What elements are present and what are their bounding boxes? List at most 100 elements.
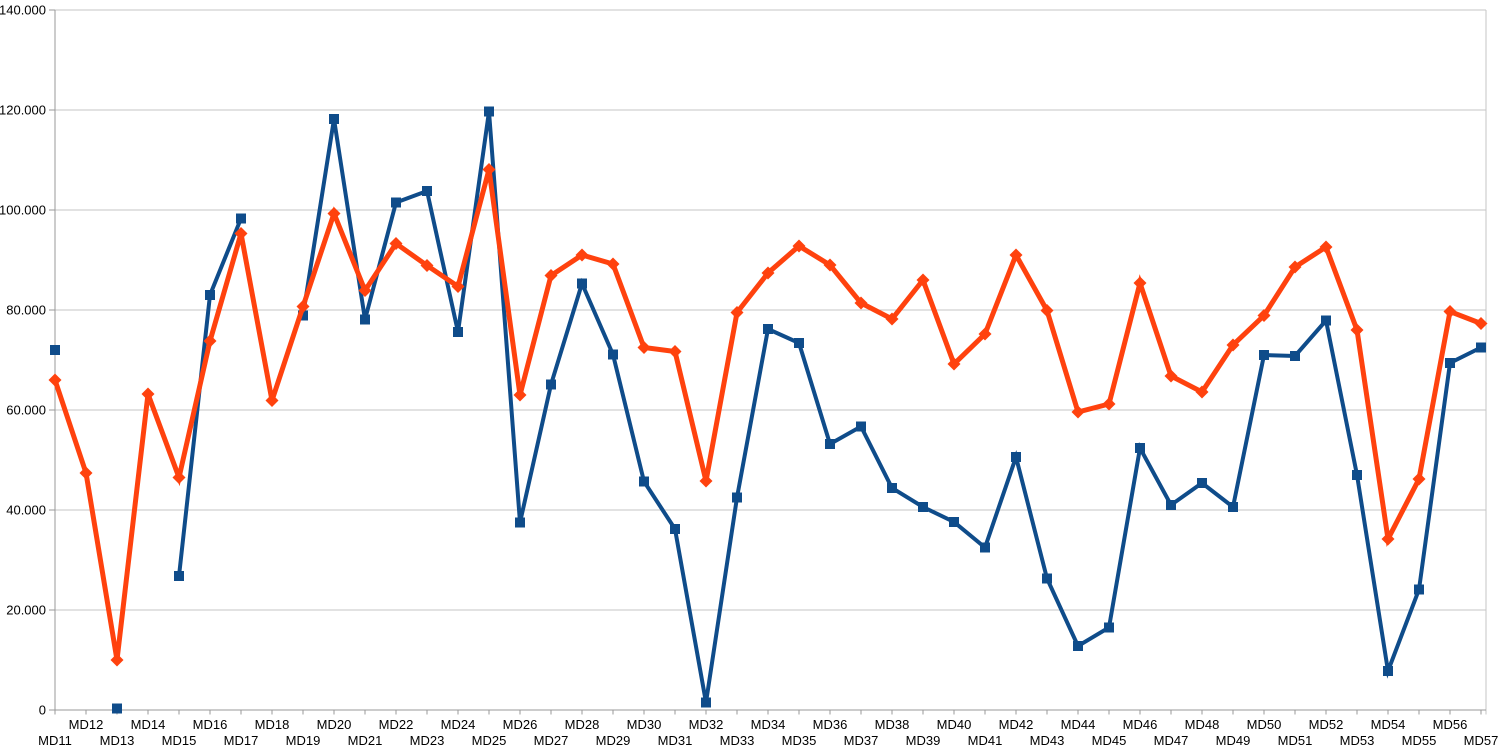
x-axis-category-label: MD52: [1309, 717, 1344, 732]
x-axis-category-label: MD45: [1092, 733, 1127, 748]
series-2-marker: [1195, 385, 1209, 399]
series-2-line-segment: [52, 168, 1482, 661]
series-1-marker: [484, 106, 494, 117]
x-axis-category-label: MD13: [100, 733, 135, 748]
series-1-marker: [856, 421, 866, 432]
series-1-marker: [670, 524, 680, 534]
x-axis-category-label: MD28: [565, 717, 600, 732]
series-2-marker: [668, 345, 682, 358]
x-axis-category-label: MD37: [844, 733, 879, 748]
y-axis-tick-label: 0: [39, 703, 46, 718]
x-axis-category-label: MD40: [937, 717, 972, 732]
x-axis-category-label: MD16: [193, 717, 228, 732]
x-axis-category-label: MD49: [1216, 733, 1251, 748]
x-axis-category-label: MD22: [379, 717, 414, 732]
x-axis-category-label: MD42: [999, 717, 1034, 732]
series-2-marker: [1009, 248, 1023, 262]
x-axis-category-label: MD27: [534, 733, 569, 748]
series-2-marker: [1443, 305, 1457, 318]
series-1-marker: [608, 349, 618, 360]
series-1-marker: [887, 483, 897, 493]
series-1-marker: [1135, 443, 1145, 453]
series-1-marker: [701, 697, 711, 708]
x-axis-category-label: MD17: [224, 733, 259, 748]
x-axis-category-label: MD47: [1154, 733, 1189, 748]
series-1-marker: [1259, 350, 1269, 360]
series-2-marker: [265, 394, 279, 407]
series-2-marker: [234, 227, 248, 240]
series-2-marker: [79, 466, 93, 480]
y-axis-tick-label: 20.000: [6, 603, 46, 618]
series-2-marker: [420, 259, 434, 272]
series-2-marker: [1164, 369, 1178, 383]
series-1-marker: [298, 310, 308, 321]
series-1-marker: [1073, 641, 1083, 651]
series-2-marker: [761, 266, 775, 280]
series-2-marker: [1102, 397, 1116, 411]
x-axis-category-label: MD35: [782, 733, 817, 748]
series-2-marker: [513, 388, 527, 402]
x-axis-category-label: MD54: [1371, 717, 1406, 732]
series-1-marker: [763, 324, 773, 334]
x-axis-category-label: MD50: [1247, 717, 1282, 732]
x-axis-category-label: MD51: [1278, 733, 1313, 748]
series-2-marker: [1226, 338, 1240, 352]
x-axis-category-label: MD39: [906, 733, 941, 748]
series-2-marker: [1381, 532, 1395, 546]
series-1-marker: [205, 290, 215, 300]
series-2-marker: [947, 357, 961, 371]
x-axis-category-label: MD48: [1185, 717, 1220, 732]
series-1-marker: [1197, 478, 1207, 488]
series-2-marker: [730, 306, 744, 319]
series-2-marker: [451, 280, 465, 293]
x-axis-category-label: MD12: [69, 717, 104, 732]
series-2-marker: [544, 269, 558, 282]
x-axis-category-label: MD53: [1340, 733, 1375, 748]
x-axis-category-label: MD20: [317, 717, 352, 732]
series-1-marker: [577, 278, 587, 289]
series-2-marker: [1350, 323, 1364, 337]
series-2-marker: [389, 237, 403, 250]
x-axis-category-label: MD30: [627, 717, 662, 732]
series-2-marker: [1319, 240, 1333, 254]
x-axis-category-label: MD24: [441, 717, 476, 732]
series-2-marker: [854, 296, 868, 310]
series-1-marker: [949, 517, 959, 527]
series-2-marker: [110, 653, 124, 667]
series-1-marker: [1011, 452, 1021, 462]
series-2-marker: [606, 257, 620, 271]
x-axis-category-label: MD19: [286, 733, 321, 748]
x-axis-category-label: MD25: [472, 733, 507, 748]
x-axis-category-label: MD41: [968, 733, 1003, 748]
series-1-marker: [1042, 573, 1052, 584]
x-axis-category-label: MD31: [658, 733, 693, 748]
series-1-marker: [50, 345, 60, 355]
x-axis-category-label: MD26: [503, 717, 538, 732]
series-2-marker: [978, 327, 992, 341]
series-2-marker: [1412, 472, 1426, 486]
x-axis-category-label: MD38: [875, 717, 910, 732]
y-axis-tick-label: 140.000: [0, 3, 46, 18]
series-2-marker: [1288, 260, 1302, 274]
x-axis-category-label: MD36: [813, 717, 848, 732]
series-1-marker: [1228, 502, 1238, 512]
y-axis-tick-label: 60.000: [6, 403, 46, 418]
series-2-marker: [637, 341, 651, 354]
series-2-marker: [885, 312, 899, 326]
series-1-marker: [515, 517, 525, 528]
x-axis-category-label: MD33: [720, 733, 755, 748]
series-1-marker: [1104, 622, 1114, 633]
series-2-marker: [1257, 309, 1271, 322]
series-2-marker: [327, 207, 341, 220]
series-1-marker: [794, 338, 804, 348]
y-axis-tick-label: 40.000: [6, 503, 46, 518]
series-2-marker: [48, 373, 62, 387]
series-1-marker: [825, 439, 835, 449]
series-2-marker: [1040, 304, 1054, 317]
series-1-marker: [1290, 351, 1300, 361]
series-1-marker: [546, 379, 556, 390]
series-1-marker: [112, 703, 122, 714]
series-2-marker: [358, 284, 372, 297]
